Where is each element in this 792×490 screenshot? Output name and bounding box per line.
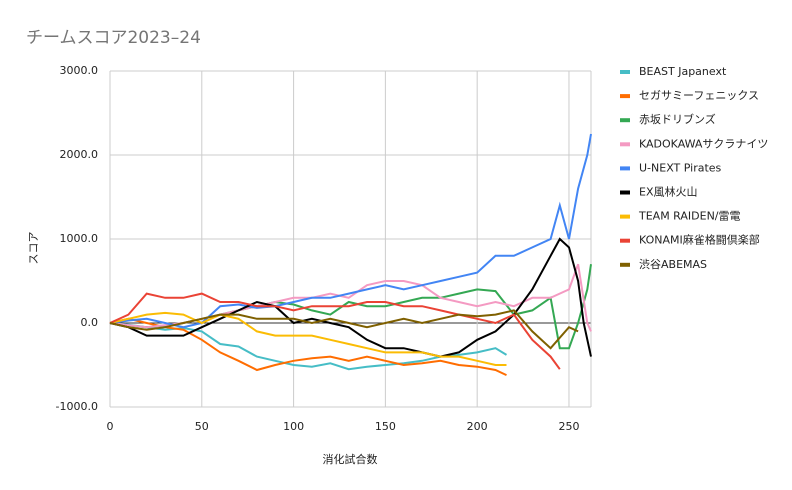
series-line xyxy=(109,263,592,332)
series-line xyxy=(109,311,507,366)
y-tick-label: -1000.0 xyxy=(56,400,98,413)
x-tick-label: 150 xyxy=(375,420,396,433)
x-tick-label: 50 xyxy=(195,420,209,433)
legend-label: EX風林火山 xyxy=(639,185,698,199)
y-axis-label: スコア xyxy=(27,232,40,265)
series-line xyxy=(109,292,561,370)
series-line xyxy=(109,309,579,350)
legend-label: KONAMI麻雀格闘倶楽部 xyxy=(639,233,760,247)
x-tick-label: 100 xyxy=(283,420,304,433)
y-tick-label: 0.0 xyxy=(81,316,99,329)
legend-label: 渋谷ABEMAS xyxy=(639,258,707,271)
x-tick-label: 200 xyxy=(467,420,488,433)
legend-label: TEAM RAIDEN/雷電 xyxy=(638,210,741,223)
x-tick-label: 0 xyxy=(107,420,114,433)
x-axis-label: 消化試合数 xyxy=(323,452,378,466)
y-tick-label: 3000.0 xyxy=(60,64,99,77)
legend-label: BEAST Japanext xyxy=(639,65,727,78)
series-line xyxy=(109,317,507,377)
series-line xyxy=(109,237,592,358)
legend-label: KADOKAWAサクラナイツ xyxy=(639,137,768,150)
x-tick-label: 250 xyxy=(558,420,579,433)
y-tick-label: 2000.0 xyxy=(60,148,99,161)
legend-label: セガサミーフェニックス xyxy=(639,89,759,102)
y-tick-label: 1000.0 xyxy=(60,232,99,245)
legend-label: U-NEXT Pirates xyxy=(639,161,722,174)
series-line xyxy=(109,133,592,329)
chart-title: チームスコア2023–24 xyxy=(26,28,201,48)
legend-label: 赤坂ドリブンズ xyxy=(639,112,716,126)
